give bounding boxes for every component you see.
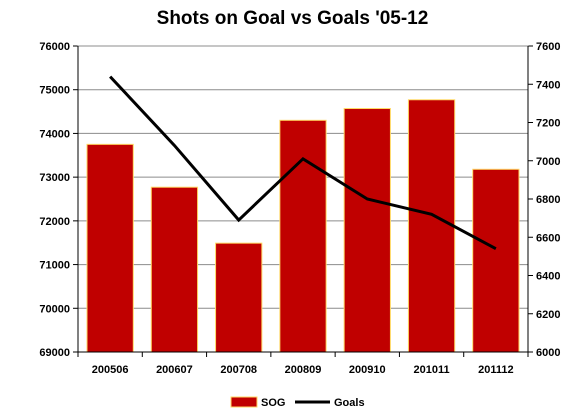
y-left-tick-label: 74000 [39, 128, 70, 140]
y-right-tick-label: 7600 [536, 41, 560, 53]
x-tick-label: 201011 [414, 364, 450, 376]
legend-label-sog: SOG [261, 397, 285, 409]
y-right-tick-label: 7000 [536, 156, 560, 168]
bar-sog [279, 119, 327, 353]
y-right-tick-label: 7200 [536, 118, 560, 130]
y-left-tick-label: 73000 [39, 172, 70, 184]
legend-label-goals: Goals [334, 397, 365, 409]
chart-title: Shots on Goal vs Goals '05-12 [156, 8, 429, 29]
x-tick-label: 200708 [220, 364, 257, 376]
y-right-tick-label: 7400 [536, 79, 560, 91]
y-right-tick-label: 6000 [536, 347, 560, 359]
x-tick-label: 200506 [92, 364, 129, 376]
bar-sog [150, 186, 199, 353]
x-tick-label: 200809 [285, 364, 322, 376]
x-tick-label: 200607 [156, 364, 193, 376]
x-tick-label: 201112 [478, 364, 514, 376]
y-left-tick-label: 72000 [39, 216, 70, 228]
legend-swatch-sog [230, 396, 258, 408]
y-left-tick-label: 75000 [39, 85, 70, 97]
bar-sog [215, 242, 263, 353]
bar-sog [407, 99, 456, 353]
line-series [109, 75, 497, 251]
y-right-tick-label: 6400 [536, 271, 560, 283]
y-left-tick-label: 71000 [39, 260, 70, 272]
y-left-tick-label: 69000 [39, 347, 70, 359]
y-right-tick-label: 6800 [536, 194, 560, 206]
bar-sog [472, 168, 520, 353]
x-tick-label: 200910 [349, 364, 386, 376]
bar-series [86, 99, 520, 353]
y-left-tick-label: 70000 [39, 303, 70, 315]
y-left-tick-label: 76000 [39, 41, 70, 53]
bar-sog [86, 143, 134, 353]
y-right-tick-label: 6600 [536, 232, 560, 244]
legend: SOG Goals [230, 396, 365, 409]
y-right-tick-label: 6200 [536, 309, 560, 321]
bar-sog [343, 108, 391, 353]
axes: 69000 70000 71000 72000 73000 74000 75000 76000… [39, 41, 560, 376]
